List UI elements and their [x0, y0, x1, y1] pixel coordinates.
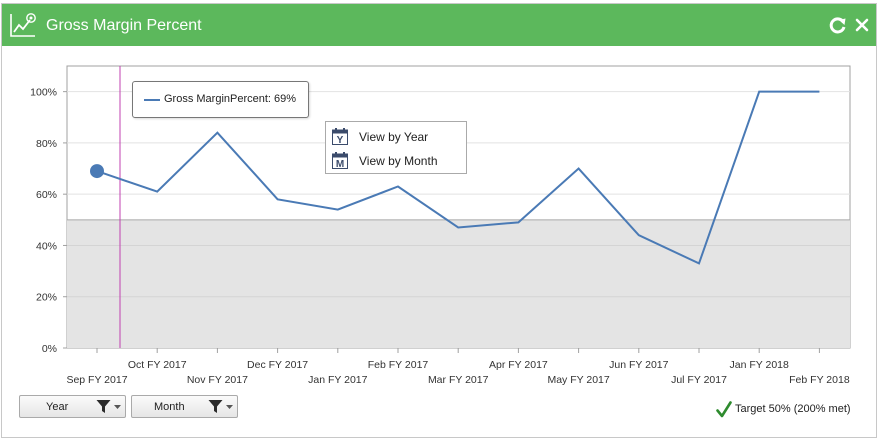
x-tick-label: Mar FY 2017: [428, 374, 489, 386]
data-tooltip: Gross MarginPercent: 69%: [132, 81, 309, 118]
refresh-icon[interactable]: [828, 15, 848, 35]
menu-item-view-by-month[interactable]: M View by Month: [326, 148, 466, 172]
x-tick-label: May FY 2017: [547, 374, 609, 386]
menu-item-label: View by Month: [359, 154, 438, 168]
filter-icon: [208, 400, 223, 413]
year-filter-label: Year: [46, 401, 69, 413]
checkmark-icon: [716, 401, 732, 418]
y-tick-label: 40%: [36, 240, 57, 252]
chevron-down-icon: [114, 405, 121, 409]
close-icon[interactable]: [852, 15, 872, 35]
x-tick-label: Jun FY 2017: [609, 359, 669, 371]
chevron-down-icon: [226, 405, 233, 409]
y-tick-label: 20%: [36, 292, 57, 304]
y-tick-label: 0%: [42, 343, 57, 355]
x-tick-label: Nov FY 2017: [187, 374, 248, 386]
x-tick-label: Apr FY 2017: [489, 359, 548, 371]
menu-item-view-by-year[interactable]: Y View by Year: [326, 124, 466, 148]
view-context-menu: Y View by Year M View by Month: [325, 121, 467, 174]
month-filter-label: Month: [154, 401, 185, 413]
x-tick-label: Oct FY 2017: [128, 359, 187, 371]
svg-text:M: M: [336, 159, 344, 169]
y-tick-label: 80%: [36, 138, 57, 150]
y-tick-label: 100%: [30, 87, 57, 99]
below-target-band: [67, 219, 850, 348]
tooltip-text: Gross MarginPercent: 69%: [164, 93, 297, 105]
y-tick-label: 60%: [36, 189, 57, 201]
menu-item-label: View by Year: [359, 130, 429, 144]
line-chart-icon: [10, 13, 36, 37]
filter-icon: [96, 400, 111, 413]
widget-header: Gross Margin Percent: [2, 4, 876, 46]
series-swatch: [144, 99, 160, 101]
highlighted-data-point[interactable]: [90, 164, 104, 179]
target-status-text: Target 50% (200% met): [735, 403, 851, 415]
x-tick-label: Sep FY 2017: [66, 374, 127, 386]
widget-title: Gross Margin Percent: [46, 17, 202, 34]
series-line: [96, 90, 820, 265]
x-tick-label: Jul FY 2017: [671, 374, 727, 386]
x-tick-label: Feb FY 2018: [789, 374, 850, 386]
x-tick-label: Feb FY 2017: [368, 359, 429, 371]
x-tick-label: Dec FY 2017: [247, 359, 308, 371]
month-filter-button[interactable]: Month: [131, 395, 238, 418]
calendar-year-icon: Y: [332, 128, 348, 145]
svg-text:Y: Y: [337, 135, 344, 145]
year-filter-button[interactable]: Year: [19, 395, 126, 418]
calendar-month-icon: M: [332, 152, 348, 169]
x-tick-label: Jan FY 2017: [308, 374, 368, 386]
x-tick-label: Jan FY 2018: [730, 359, 790, 371]
